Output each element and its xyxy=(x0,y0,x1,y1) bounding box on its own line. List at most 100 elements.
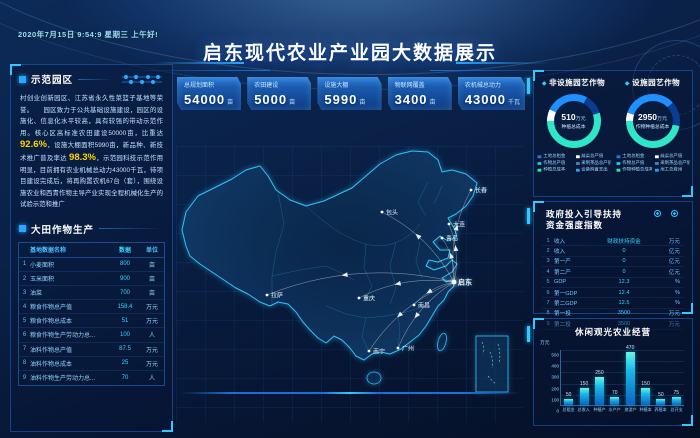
gov-row-index: 1 xyxy=(546,237,550,244)
grid-line xyxy=(561,372,684,374)
donut-center-label: 种植总成本 xyxy=(561,125,586,130)
bar-rect xyxy=(594,377,604,405)
field-crop-table: 基地数据名称 数据 单位 1 小麦面积 800 亩 2 玉米面积 900 亩 3 油菜 700 亩 4 粮食作物… xyxy=(18,241,165,386)
bar-category-label: 总收入 xyxy=(577,407,591,412)
row-value: 51 xyxy=(121,317,129,324)
route-to-南宁 xyxy=(368,281,455,352)
china-map: 长春 包头 大连 青岛 启东 拉萨 重庆 南昌 南宁 广州 xyxy=(176,146,524,422)
row-value: 100 xyxy=(119,331,130,338)
route-arrow-icon xyxy=(449,252,455,260)
stat-value-row: 43000 千瓦 xyxy=(465,91,520,109)
gov-fund-title-line2: 资金强度指数 xyxy=(546,220,604,230)
row-name: 油料作物总产值 xyxy=(30,347,73,354)
route-to-拉萨 xyxy=(266,272,455,296)
gov-row-value: 0 xyxy=(622,268,626,275)
stat-label: 物联网覆盖 xyxy=(394,83,425,89)
bar-种植本: 150 种植本 xyxy=(639,381,651,412)
paragraph-text: 园区致力于公共基础设施建设，园区的设施化、信息化水平较高，具有较强的带动示范作用… xyxy=(20,106,163,137)
title-line-decoration xyxy=(152,62,244,64)
bar-总收入: 150 总收入 xyxy=(578,381,590,412)
route-to-包头 xyxy=(381,211,455,283)
row-index: 9 xyxy=(22,374,27,381)
gov-row-name: 第一产 xyxy=(554,259,571,266)
city-label-广州: 广州 xyxy=(402,345,414,353)
gov-table-row: 6 第一GDP 12.4% xyxy=(542,288,684,299)
row-name: 油菜 xyxy=(30,291,43,298)
gov-row-unit: 亿元 xyxy=(668,249,680,256)
donut-center: 510万元 种植总成本 xyxy=(553,101,594,141)
stat-label: 农机械总动力 xyxy=(464,83,501,89)
gov-fund-title-line1: 政府投入引导扶持 xyxy=(546,209,623,219)
legend-swatch-icon xyxy=(653,168,658,172)
stat-value-row: 5000 亩 xyxy=(254,91,306,109)
grid-line xyxy=(561,394,684,396)
legend-label: 作物种植总成本 xyxy=(621,166,652,172)
demo-park-title: 示范园区 xyxy=(31,75,74,86)
stat-value-row: 3400 亩 xyxy=(395,91,447,109)
donut-title: 非设施园艺作物 xyxy=(542,77,605,88)
legend-label: 种植总成本 xyxy=(542,166,565,172)
gov-row-name: 第二投 xyxy=(554,321,571,328)
table-row: 7 油料作物总产值 87.5 万元 xyxy=(19,343,164,357)
title-subline-decoration xyxy=(120,70,270,71)
city-label-南宁: 南宁 xyxy=(373,348,385,356)
square-bullet-icon xyxy=(19,75,26,83)
bar-category-label: 种植产 xyxy=(593,407,606,412)
paragraph-text: ，示范园科技示范作用明显，目前拥有农业机械总动力43000千瓦，待项目建设完成后… xyxy=(20,154,164,209)
row-name: 玉米面积 xyxy=(30,277,55,284)
route-to-长春 xyxy=(452,189,472,283)
bar-rect xyxy=(625,352,635,405)
bar-旅游产: 470 旅游产 xyxy=(624,345,636,411)
bar-value-label: 250 xyxy=(595,370,604,376)
stat-unit: 亩 xyxy=(359,100,366,106)
demo-park-header: 示范园区 xyxy=(11,65,172,90)
gov-row-name: 第一GDP xyxy=(554,290,578,297)
gov-table-row: 3 第一产 0 亿元 xyxy=(542,257,684,268)
stat-box-2: 设施大棚 5990 亩 xyxy=(317,77,382,110)
row-value: 25 xyxy=(121,360,129,367)
circle-dot-icon xyxy=(654,210,661,217)
panel-tab-decoration xyxy=(527,326,530,342)
y-axis-unit-label: 万元 xyxy=(540,341,550,346)
legend-item: 土地总租金 xyxy=(616,153,651,159)
row-index: 3 xyxy=(22,289,27,296)
legend-label: 蔬菜总产值 xyxy=(580,153,603,159)
stat-box-0: 总规划面积 54000 亩 xyxy=(177,77,242,110)
legend-swatch-icon xyxy=(537,161,541,165)
horticulture-panel: 非设施园艺作物510万元种植总成本土地总租金蔬菜总产值作物总产值采制茶品总产值种… xyxy=(533,70,693,197)
stat-unit: 亩 xyxy=(227,100,234,106)
gov-row-value: 12.4 xyxy=(618,289,630,296)
route-arrow-icon xyxy=(415,233,422,240)
legend-label: 土地总租金 xyxy=(542,153,565,159)
gov-row-value: 3500 xyxy=(617,310,631,317)
gov-table-row: 9 第二投 3500 万元 xyxy=(542,319,684,330)
gov-row-unit: % xyxy=(675,279,680,286)
stat-box-1: 农田建设 5000 亩 xyxy=(247,77,312,110)
legend-swatch-icon xyxy=(574,168,579,172)
bar-chart-title: 休闲观光农业经营 xyxy=(574,327,651,337)
legend-label: 作物总产值 xyxy=(621,160,644,165)
donut-center: 2950万元 作物种植总成本 xyxy=(632,101,673,141)
gov-row-index: 7 xyxy=(546,300,550,307)
legend-label: 用工总费用 xyxy=(659,166,682,172)
donut-ring: 2950万元 作物种植总成本 xyxy=(625,94,680,148)
row-name: 油料作物总成本 xyxy=(30,361,73,368)
gov-row-value: 0 xyxy=(622,258,626,265)
gov-row-name: GDP xyxy=(554,279,567,286)
leisure-agriculture-panel: 休闲观光农业经营 万元 0 100 200 300 400 500 50 总租金 150 总收入 2… xyxy=(533,318,693,426)
city-dot-大连 xyxy=(447,222,451,226)
row-name: 粮食作物总产值 xyxy=(30,305,73,312)
donut-legend: 土地总租金 蔬菜总产值 作物总产值 采制茶品总产值 种植总成本 设备购置支出 xyxy=(537,153,610,172)
bar-rect xyxy=(564,399,574,405)
grid-line xyxy=(561,361,684,363)
gov-row-unit: 亿元 xyxy=(668,259,680,266)
bar-category-label: 旅游产 xyxy=(624,407,637,412)
taiwan-island xyxy=(437,332,447,352)
gov-table-row: 1 收入 财政扶持资金 万元 xyxy=(542,236,684,247)
route-arrow-icon xyxy=(341,272,348,277)
grid-line xyxy=(561,350,684,351)
gov-row-unit: 万元 xyxy=(668,238,680,245)
y-tick-label: 400 xyxy=(551,363,559,369)
